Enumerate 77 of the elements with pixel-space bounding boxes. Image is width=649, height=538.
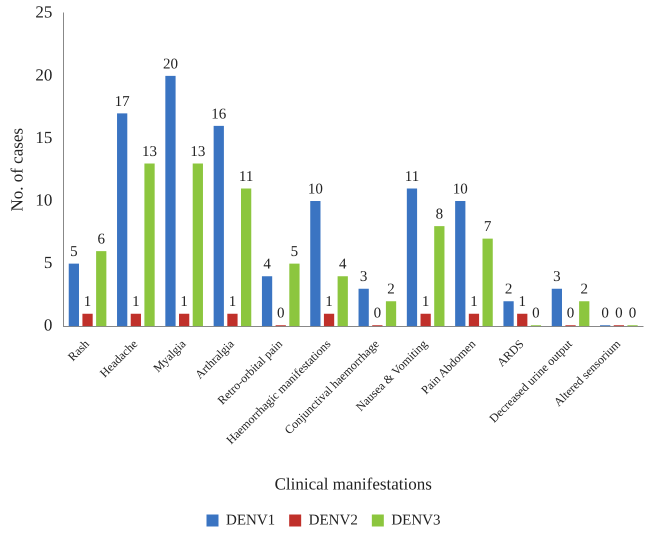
bar bbox=[68, 264, 79, 326]
y-tick-label: 20 bbox=[35, 65, 52, 84]
data-label: 3 bbox=[553, 269, 561, 286]
bar bbox=[455, 201, 466, 326]
legend-label: DENV1 bbox=[226, 512, 276, 528]
bar bbox=[179, 314, 190, 326]
data-label: 11 bbox=[404, 168, 420, 185]
bar bbox=[289, 264, 300, 326]
bar bbox=[310, 201, 320, 326]
data-label: 1 bbox=[132, 294, 140, 310]
data-label: 2 bbox=[504, 282, 512, 298]
data-label: 4 bbox=[263, 256, 272, 273]
bar bbox=[82, 314, 93, 326]
data-label: 0 bbox=[374, 306, 382, 322]
y-axis-title: No. of cases bbox=[8, 128, 27, 212]
data-label: 8 bbox=[436, 206, 444, 223]
data-label: 16 bbox=[211, 106, 227, 122]
data-label: 1 bbox=[325, 294, 333, 310]
bar bbox=[386, 301, 396, 326]
bar bbox=[262, 276, 272, 326]
bar bbox=[117, 113, 128, 326]
legend-label: DENV2 bbox=[308, 512, 358, 528]
data-label: 13 bbox=[190, 144, 206, 160]
data-label: 1 bbox=[422, 294, 430, 310]
data-label: 13 bbox=[142, 144, 158, 160]
y-tick-label: 5 bbox=[44, 253, 52, 272]
bar bbox=[192, 163, 203, 326]
data-label: 0 bbox=[566, 306, 574, 322]
data-label: 17 bbox=[114, 94, 130, 110]
x-tick-label: Rash bbox=[65, 336, 92, 364]
bar bbox=[165, 76, 176, 326]
legend-label: DENV3 bbox=[391, 512, 440, 528]
data-label: 0 bbox=[277, 306, 284, 322]
data-label: 1 bbox=[84, 294, 92, 310]
data-label: 5 bbox=[70, 244, 78, 260]
data-label: 1 bbox=[228, 294, 236, 310]
data-label: 1 bbox=[180, 294, 188, 310]
bar bbox=[552, 288, 562, 326]
data-label: 0 bbox=[532, 306, 540, 322]
bar bbox=[227, 314, 238, 326]
data-label: 5 bbox=[290, 244, 298, 260]
bar bbox=[324, 314, 334, 326]
data-label: 2 bbox=[387, 282, 395, 298]
y-tick-label: 0 bbox=[44, 316, 52, 335]
y-tick-label: 10 bbox=[35, 190, 52, 210]
bar bbox=[338, 276, 348, 326]
bar bbox=[517, 314, 528, 326]
bar bbox=[358, 288, 369, 326]
data-label: 7 bbox=[484, 219, 492, 236]
bar bbox=[482, 238, 493, 326]
data-label: 0 bbox=[628, 306, 636, 322]
data-label: 20 bbox=[162, 56, 178, 72]
bar bbox=[434, 226, 444, 326]
bar bbox=[96, 251, 106, 326]
bar bbox=[214, 126, 224, 326]
bar bbox=[503, 301, 514, 326]
data-label: 10 bbox=[308, 181, 323, 198]
y-tick-label: 15 bbox=[35, 128, 52, 147]
bar bbox=[144, 163, 155, 326]
data-label: 10 bbox=[452, 181, 468, 198]
y-tick-label: 25 bbox=[35, 2, 52, 22]
data-label: 6 bbox=[97, 232, 106, 248]
data-label: 0 bbox=[615, 306, 623, 322]
x-axis-title: Clinical manifestations bbox=[274, 474, 432, 494]
data-label: 4 bbox=[338, 256, 347, 273]
bar bbox=[406, 188, 418, 326]
bar bbox=[130, 314, 141, 326]
data-label: 2 bbox=[580, 282, 588, 298]
bar bbox=[241, 188, 252, 326]
bar bbox=[579, 301, 590, 326]
data-label: 1 bbox=[470, 294, 478, 310]
data-label: 3 bbox=[360, 269, 368, 286]
bar bbox=[468, 314, 480, 326]
bar bbox=[420, 314, 431, 326]
data-label: 0 bbox=[601, 306, 609, 322]
data-label: 1 bbox=[518, 294, 526, 310]
data-label: 11 bbox=[238, 168, 254, 185]
